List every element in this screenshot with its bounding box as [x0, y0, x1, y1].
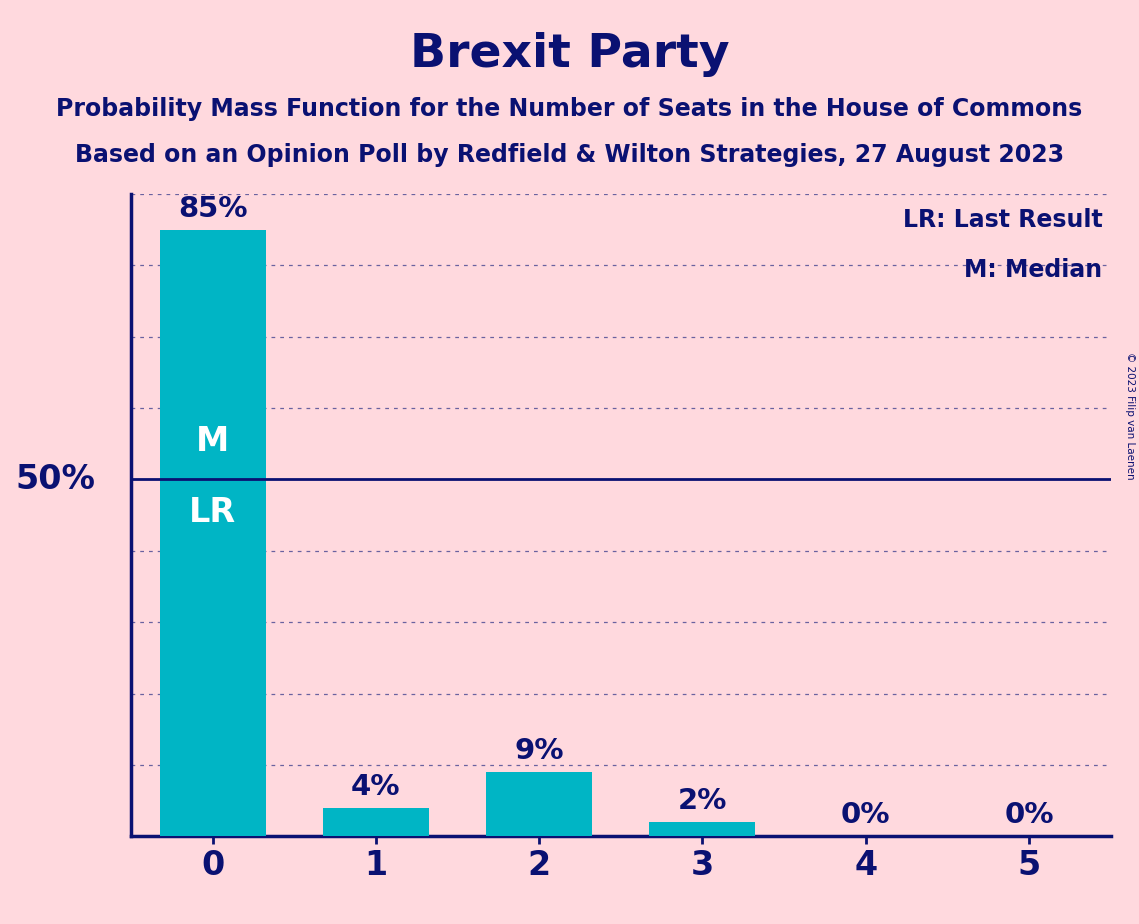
Text: 85%: 85%: [178, 195, 247, 223]
Text: Based on an Opinion Poll by Redfield & Wilton Strategies, 27 August 2023: Based on an Opinion Poll by Redfield & W…: [75, 143, 1064, 167]
Text: 9%: 9%: [515, 736, 564, 765]
Text: 0%: 0%: [1005, 801, 1054, 829]
Text: 4%: 4%: [351, 772, 401, 800]
Text: 0%: 0%: [841, 801, 891, 829]
Text: 2%: 2%: [678, 787, 727, 815]
Bar: [159, 230, 265, 836]
Bar: [486, 772, 592, 836]
Text: LR: LR: [189, 496, 236, 529]
Text: Probability Mass Function for the Number of Seats in the House of Commons: Probability Mass Function for the Number…: [56, 97, 1083, 121]
Text: Brexit Party: Brexit Party: [410, 32, 729, 78]
Text: M: Median: M: Median: [965, 258, 1103, 282]
Bar: [649, 822, 755, 836]
Text: M: M: [196, 425, 229, 458]
Text: © 2023 Filip van Laenen: © 2023 Filip van Laenen: [1125, 352, 1134, 480]
Text: LR: Last Result: LR: Last Result: [902, 208, 1103, 232]
Text: 50%: 50%: [15, 463, 95, 496]
Bar: [322, 808, 429, 836]
